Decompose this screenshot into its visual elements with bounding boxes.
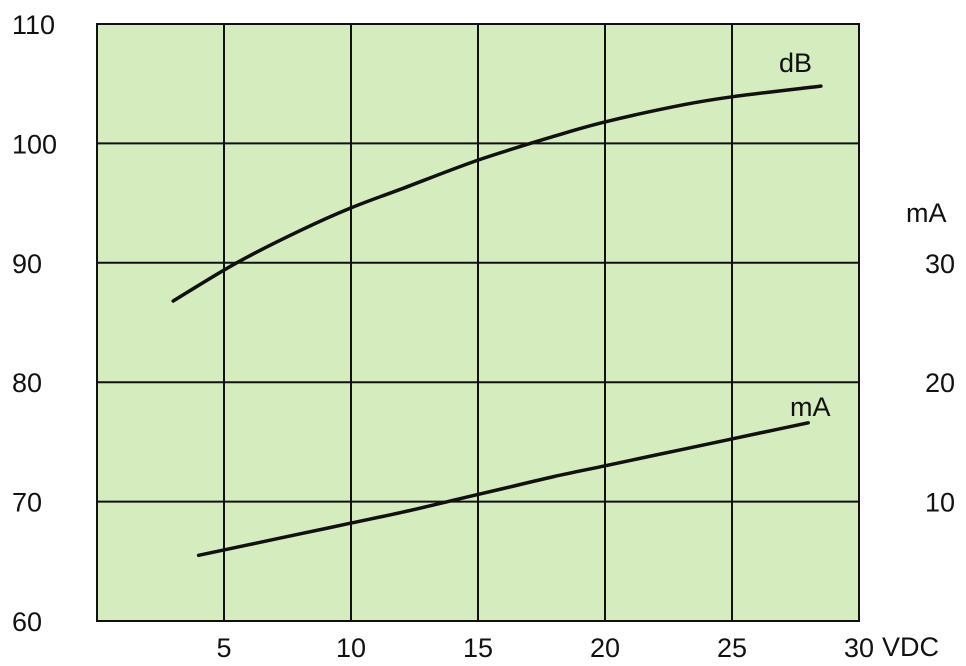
y-left-tick-label: 110	[12, 10, 55, 40]
y-left-tick-label: 80	[12, 368, 42, 398]
x-tick-label: 10	[336, 633, 366, 663]
x-axis-unit: VDC	[882, 632, 939, 662]
series-line-ma	[196, 421, 810, 558]
x-tick-label: 25	[717, 633, 747, 663]
y-left-tick-label: 60	[12, 607, 42, 637]
y-left-tick-label: 100	[12, 129, 57, 159]
y-axis-right-tick-labels: 10 20 30	[925, 249, 955, 518]
y-right-tick-label: 30	[925, 249, 955, 279]
y-axis-right-unit: mA	[906, 198, 947, 228]
series-line-db	[171, 84, 823, 303]
y-right-tick-label: 20	[925, 368, 955, 398]
series-label-db: dB	[779, 48, 812, 78]
x-tick-label: 5	[216, 633, 231, 663]
y-left-tick-label: 70	[12, 488, 42, 518]
y-right-tick-label: 10	[925, 488, 955, 518]
series-lines	[171, 84, 823, 558]
x-axis-tick-labels: 5 10 15 20 25 30	[216, 633, 874, 663]
y-left-tick-label: 90	[12, 249, 42, 279]
x-tick-label: 30	[844, 633, 874, 663]
x-tick-label: 15	[463, 633, 493, 663]
x-tick-label: 20	[590, 633, 620, 663]
y-axis-left-tick-labels: 60 70 80 90 100 110	[12, 10, 57, 637]
plot-frame	[96, 23, 860, 622]
series-label-ma: mA	[790, 392, 831, 422]
